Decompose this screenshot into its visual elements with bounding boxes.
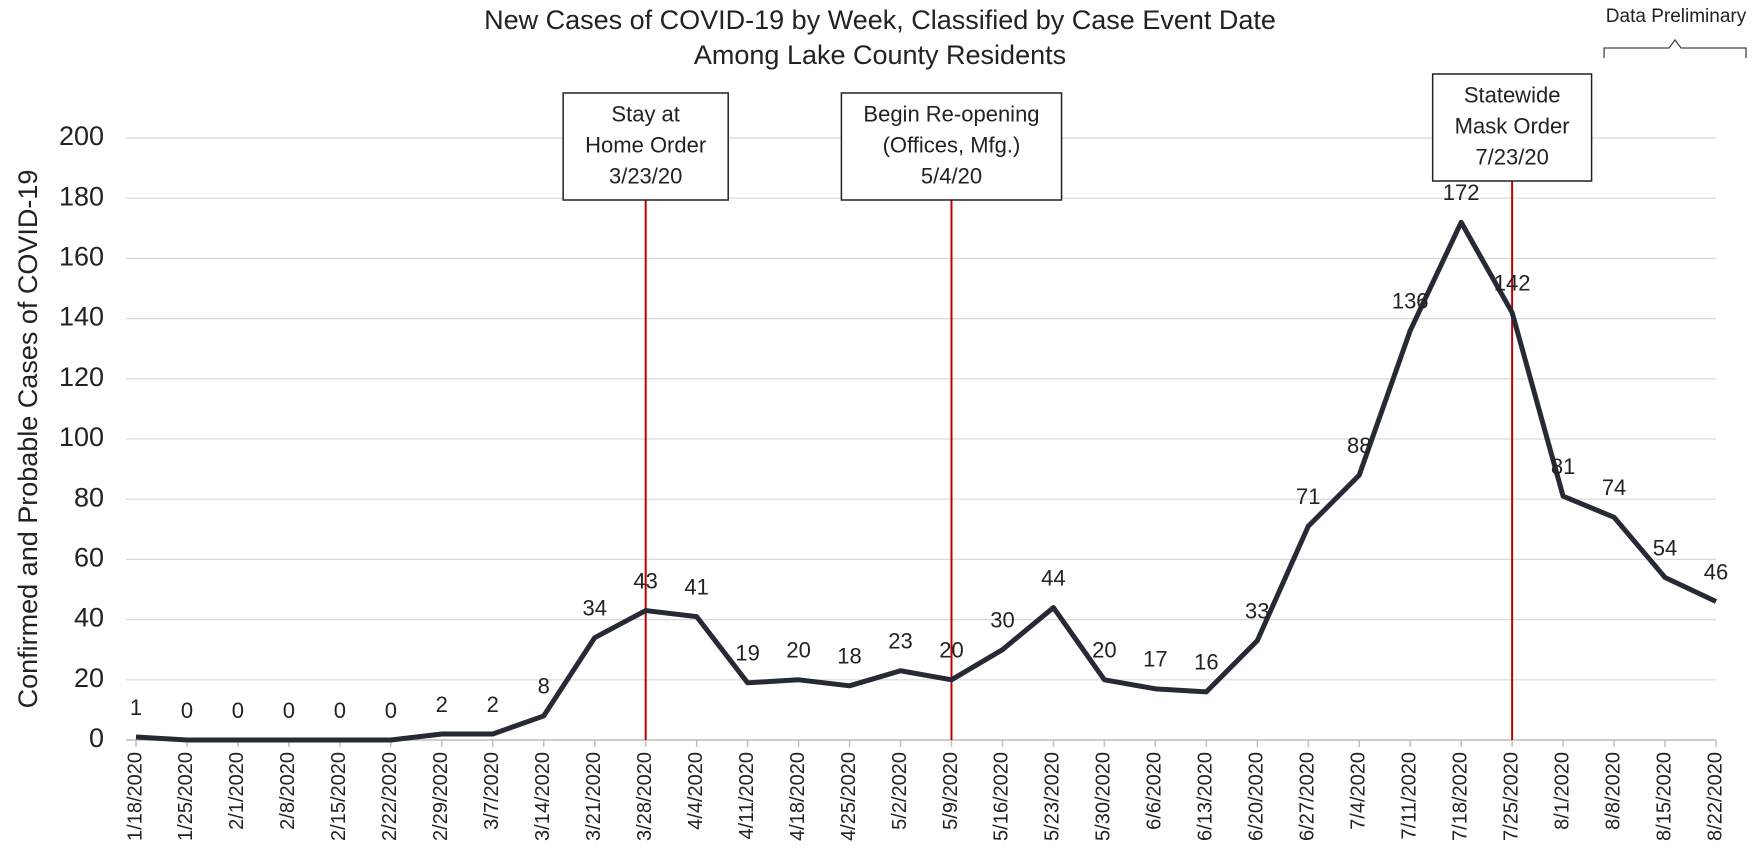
data-label: 23 [888, 629, 912, 654]
x-tick-label: 5/16/2020 [991, 752, 1013, 841]
y-tick-label: 200 [59, 121, 104, 151]
x-tick-label: 2/8/2020 [277, 752, 299, 830]
x-tick-label: 5/2/2020 [889, 752, 911, 830]
data-label: 74 [1602, 475, 1626, 500]
data-label: 44 [1041, 565, 1065, 590]
y-tick-label: 20 [74, 663, 104, 693]
chart-title: New Cases of COVID-19 by Week, Classifie… [484, 5, 1276, 35]
x-tick-label: 7/25/2020 [1500, 752, 1522, 841]
data-label: 19 [735, 641, 759, 666]
data-label: 41 [684, 574, 708, 599]
y-tick-label: 60 [74, 543, 104, 573]
y-tick-label: 140 [59, 302, 104, 332]
data-label: 20 [786, 638, 810, 663]
y-tick-label: 160 [59, 242, 104, 272]
y-tick-label: 120 [59, 362, 104, 392]
y-tick-label: 100 [59, 422, 104, 452]
data-label: 43 [633, 568, 657, 593]
bracket [1603, 38, 1747, 58]
x-tick-label: 3/14/2020 [532, 752, 554, 841]
x-tick-label: 5/23/2020 [1042, 752, 1064, 841]
data-label: 0 [232, 698, 244, 723]
y-tick-label: 40 [74, 603, 104, 633]
annotation-box [840, 92, 1063, 201]
x-tick-label: 3/28/2020 [634, 752, 656, 841]
x-tick-label: 5/30/2020 [1093, 752, 1115, 841]
x-tick-label: 1/25/2020 [175, 752, 197, 841]
annotation-text: Mask Order [1455, 113, 1570, 138]
data-label: 18 [837, 644, 861, 669]
x-tick-label: 3/7/2020 [481, 752, 503, 830]
x-tick-label: 7/11/2020 [1398, 752, 1420, 840]
data-label: 81 [1551, 454, 1575, 479]
annotation-text: Begin Re-opening [863, 101, 1039, 126]
x-tick-label: 2/1/2020 [226, 752, 248, 830]
data-label: 17 [1143, 647, 1167, 672]
y-tick-label: 0 [89, 723, 104, 753]
x-tick-label: 5/9/2020 [940, 752, 962, 830]
data-label: 54 [1653, 535, 1677, 560]
x-tick-label: 4/4/2020 [685, 752, 707, 830]
x-tick-label: 2/29/2020 [430, 752, 452, 841]
data-label: 0 [181, 698, 193, 723]
x-tick-label: 1/18/2020 [124, 752, 146, 841]
annotation-text: Statewide [1464, 82, 1561, 107]
chart-title: Among Lake County Residents [694, 40, 1066, 70]
data-label: 20 [939, 638, 963, 663]
data-label: 8 [538, 674, 550, 699]
annotation-text: Stay at [611, 101, 679, 126]
line-series [135, 219, 1718, 743]
x-tick-label: 4/18/2020 [787, 752, 809, 841]
annotation-box [562, 92, 729, 201]
annotation-text: 5/4/20 [921, 163, 982, 188]
x-tick-label: 7/18/2020 [1449, 752, 1471, 841]
annotation-text: 7/23/20 [1475, 144, 1548, 169]
data-label: 88 [1347, 433, 1371, 458]
x-tick-label: 8/8/2020 [1602, 752, 1624, 830]
data-label: 46 [1704, 559, 1728, 584]
data-label: 16 [1194, 650, 1218, 675]
data-label: 34 [582, 595, 606, 620]
x-tick-label: 2/22/2020 [379, 752, 401, 841]
data-label: 172 [1443, 180, 1480, 205]
x-tick-label: 6/27/2020 [1297, 752, 1319, 841]
x-tick-label: 6/13/2020 [1195, 752, 1217, 841]
x-tick-label: 8/1/2020 [1551, 752, 1573, 830]
annotation-text: 3/23/20 [609, 163, 682, 188]
x-tick-label: 4/25/2020 [838, 752, 860, 841]
data-label: 1 [130, 695, 142, 720]
x-tick-label: 3/21/2020 [583, 752, 605, 841]
data-label: 136 [1392, 288, 1429, 313]
y-axis-label: Confirmed and Probable Cases of COVID-19 [13, 170, 43, 709]
x-tick-label: 4/11/2020 [736, 752, 758, 840]
data-label: 2 [436, 692, 448, 717]
annotation-box [1431, 73, 1593, 182]
x-tick-label: 6/6/2020 [1144, 752, 1166, 830]
data-label: 142 [1494, 270, 1531, 295]
x-tick-label: 6/20/2020 [1246, 752, 1268, 841]
preliminary-note: Data Preliminary [1606, 6, 1747, 27]
data-label: 2 [487, 692, 499, 717]
data-label: 0 [334, 698, 346, 723]
data-label: 30 [990, 608, 1014, 633]
data-label: 71 [1296, 484, 1320, 509]
x-tick-label: 2/15/2020 [328, 752, 350, 841]
data-label: 33 [1245, 598, 1269, 623]
x-tick-label: 8/22/2020 [1704, 752, 1726, 841]
annotation-text: Home Order [585, 132, 706, 157]
y-tick-label: 80 [74, 482, 104, 512]
annotation-text: (Offices, Mfg.) [883, 132, 1021, 157]
x-tick-label: 8/15/2020 [1653, 752, 1675, 841]
x-tick-label: 7/4/2020 [1348, 752, 1370, 830]
y-tick-label: 180 [59, 181, 104, 211]
data-label: 0 [385, 698, 397, 723]
data-label: 0 [283, 698, 295, 723]
data-label: 20 [1092, 638, 1116, 663]
